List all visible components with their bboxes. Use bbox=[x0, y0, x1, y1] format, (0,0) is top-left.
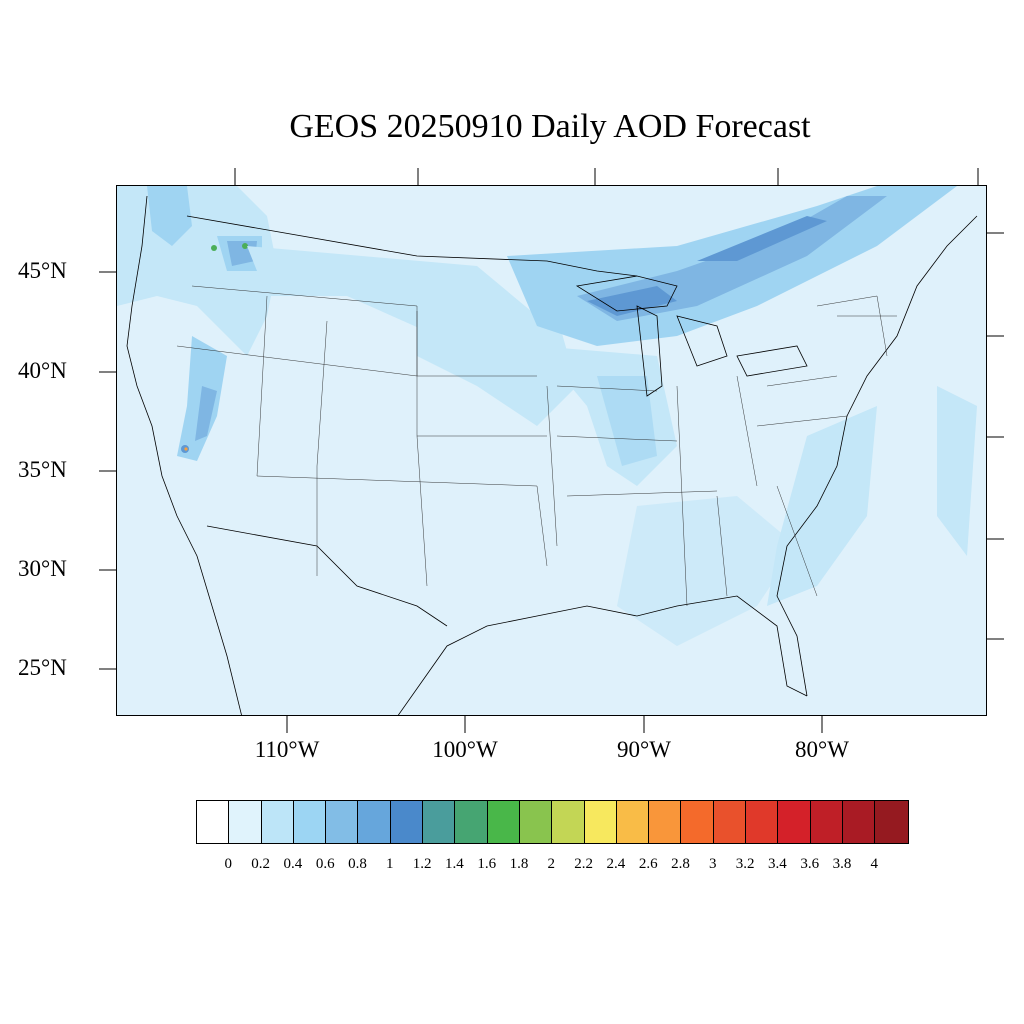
aod-map bbox=[116, 185, 987, 716]
colorbar bbox=[196, 800, 909, 844]
colorbar-tick-label: 1 bbox=[386, 856, 394, 872]
colorbar-tick-label: 4 bbox=[870, 856, 879, 872]
colorbar-swatch bbox=[229, 801, 262, 843]
lat-label-45n: 45°N bbox=[18, 258, 67, 283]
colorbar-tick-label: 3.8 bbox=[832, 856, 852, 872]
colorbar-tick-label: 2.4 bbox=[606, 856, 626, 872]
colorbar-swatch bbox=[390, 801, 424, 843]
colorbar-swatch bbox=[649, 801, 682, 843]
colorbar-swatch bbox=[455, 801, 488, 843]
lat-label-40n: 40°N bbox=[18, 358, 67, 383]
colorbar-tick-label: 3 bbox=[709, 856, 717, 872]
state-lines bbox=[176, 285, 897, 607]
colorbar-tick-label: 1.2 bbox=[412, 856, 432, 872]
colorbar-swatch bbox=[358, 801, 391, 843]
colorbar-swatch bbox=[293, 801, 327, 843]
colorbar-swatch bbox=[842, 801, 876, 843]
colorbar-tick-label: 2.6 bbox=[638, 856, 658, 872]
colorbar-swatch bbox=[713, 801, 747, 843]
colorbar-tick-label: 1.6 bbox=[477, 856, 497, 872]
colorbar-swatch bbox=[423, 801, 456, 843]
aod-plumes bbox=[117, 186, 977, 646]
lat-label-30n: 30°N bbox=[18, 556, 67, 581]
colorbar-tick-label: 3.6 bbox=[800, 856, 820, 872]
colorbar-swatch bbox=[746, 801, 779, 843]
lon-label-110w: 110°W bbox=[254, 737, 320, 762]
colorbar-tick-label: 3.2 bbox=[735, 856, 755, 872]
colorbar-tick-label: 0.2 bbox=[251, 856, 270, 872]
colorbar-tick-label: 0.6 bbox=[315, 856, 335, 872]
lon-label-90w: 90°W bbox=[617, 737, 671, 762]
colorbar-tick-label: 1.4 bbox=[445, 856, 464, 872]
colorbar-swatch bbox=[552, 801, 585, 843]
colorbar-swatch bbox=[778, 801, 811, 843]
lat-label-25n: 25°N bbox=[18, 655, 67, 680]
colorbar-swatch bbox=[584, 801, 617, 843]
colorbar-swatch bbox=[616, 801, 650, 843]
colorbar-tick-label: 1.8 bbox=[509, 856, 529, 872]
colorbar-swatch bbox=[326, 801, 359, 843]
colorbar-tick-label: 3.4 bbox=[768, 856, 787, 872]
boundaries bbox=[126, 195, 978, 715]
colorbar-swatch bbox=[261, 801, 294, 843]
colorbar-tick-label: 2 bbox=[547, 856, 556, 872]
colorbar-swatch bbox=[681, 801, 714, 843]
colorbar-tick-label: 0 bbox=[224, 856, 233, 872]
lon-label-80w: 80°W bbox=[795, 737, 849, 762]
colorbar-tick-label: 0.8 bbox=[348, 856, 367, 872]
map-canvas bbox=[117, 186, 978, 715]
lat-label-35n: 35°N bbox=[18, 457, 67, 482]
colorbar-swatch bbox=[487, 801, 520, 843]
colorbar-swatch bbox=[810, 801, 843, 843]
colorbar-swatch bbox=[197, 801, 230, 843]
colorbar-tick-label: 0.4 bbox=[283, 856, 303, 872]
colorbar-tick-label: 2.2 bbox=[574, 856, 593, 872]
colorbar-swatch bbox=[519, 801, 553, 843]
colorbar-tick-label: 2.8 bbox=[671, 856, 690, 872]
lon-label-100w: 100°W bbox=[432, 737, 498, 762]
map-title: GEOS 20250910 Daily AOD Forecast bbox=[289, 108, 811, 145]
colorbar-swatch bbox=[875, 801, 908, 843]
